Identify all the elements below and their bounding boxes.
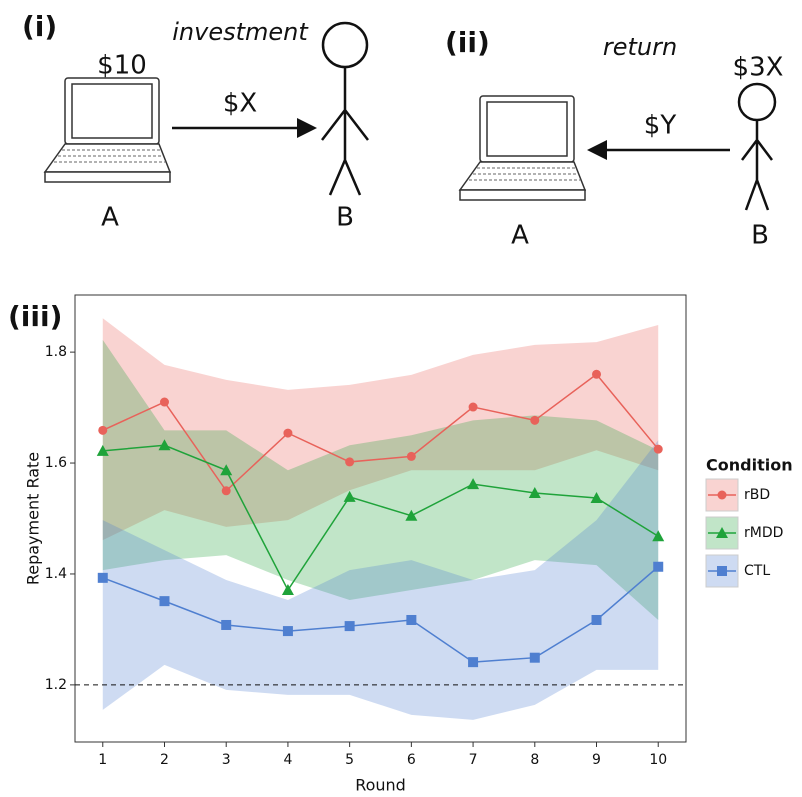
marker — [468, 657, 478, 667]
x-tick-label: 7 — [469, 752, 478, 768]
marker — [530, 416, 539, 425]
y-tick-label: 1.8 — [45, 344, 67, 360]
marker — [221, 620, 231, 630]
player-label: A — [101, 203, 119, 233]
endowment: $3X — [733, 53, 784, 83]
legend-label: rMDD — [744, 525, 783, 541]
x-tick-label: 2 — [160, 752, 169, 768]
legend-marker — [718, 491, 727, 500]
laptop — [460, 96, 585, 200]
marker — [160, 398, 169, 407]
transfer: $X — [223, 89, 257, 119]
endowment: $10 — [97, 51, 147, 81]
player-label: B — [336, 203, 354, 233]
transfer: $Y — [644, 111, 677, 141]
legend-title: Condition — [706, 456, 793, 475]
panel-label: (ii) — [445, 26, 490, 59]
marker — [469, 403, 478, 412]
marker — [345, 457, 354, 466]
panel-label: (iii) — [8, 300, 62, 333]
y-axis-title: Repayment Rate — [24, 452, 43, 585]
marker — [407, 452, 416, 461]
stick-figure — [739, 84, 775, 210]
marker — [406, 615, 416, 625]
legend-label: rBD — [744, 487, 770, 503]
action-label: investment — [172, 18, 309, 46]
panel-label: (i) — [22, 10, 57, 43]
x-tick-label: 3 — [222, 752, 231, 768]
x-tick-label: 8 — [530, 752, 539, 768]
marker — [592, 615, 602, 625]
x-tick-label: 4 — [283, 752, 292, 768]
legend-label: CTL — [744, 563, 770, 579]
marker — [592, 370, 601, 379]
x-tick-label: 9 — [592, 752, 601, 768]
x-axis-title: Round — [355, 776, 406, 795]
marker — [159, 596, 169, 606]
marker — [98, 426, 107, 435]
x-tick-label: 5 — [345, 752, 354, 768]
y-tick-label: 1.4 — [45, 566, 67, 582]
marker — [98, 573, 108, 583]
marker — [530, 653, 540, 663]
marker — [283, 626, 293, 636]
x-tick-label: 1 — [98, 752, 107, 768]
player-label: A — [511, 221, 529, 251]
laptop — [45, 78, 170, 182]
marker — [222, 486, 231, 495]
legend-marker — [717, 566, 727, 576]
marker — [283, 429, 292, 438]
stick-figure — [322, 23, 368, 195]
marker — [653, 562, 663, 572]
figure: (i) investment $10 $X A B (ii) return $3… — [0, 0, 802, 797]
player-label: B — [751, 221, 769, 251]
action-label: return — [603, 33, 677, 61]
x-tick-label: 10 — [649, 752, 667, 768]
y-tick-label: 1.6 — [45, 455, 67, 471]
y-tick-label: 1.2 — [45, 677, 67, 693]
marker — [654, 445, 663, 454]
marker — [345, 621, 355, 631]
x-tick-label: 6 — [407, 752, 416, 768]
